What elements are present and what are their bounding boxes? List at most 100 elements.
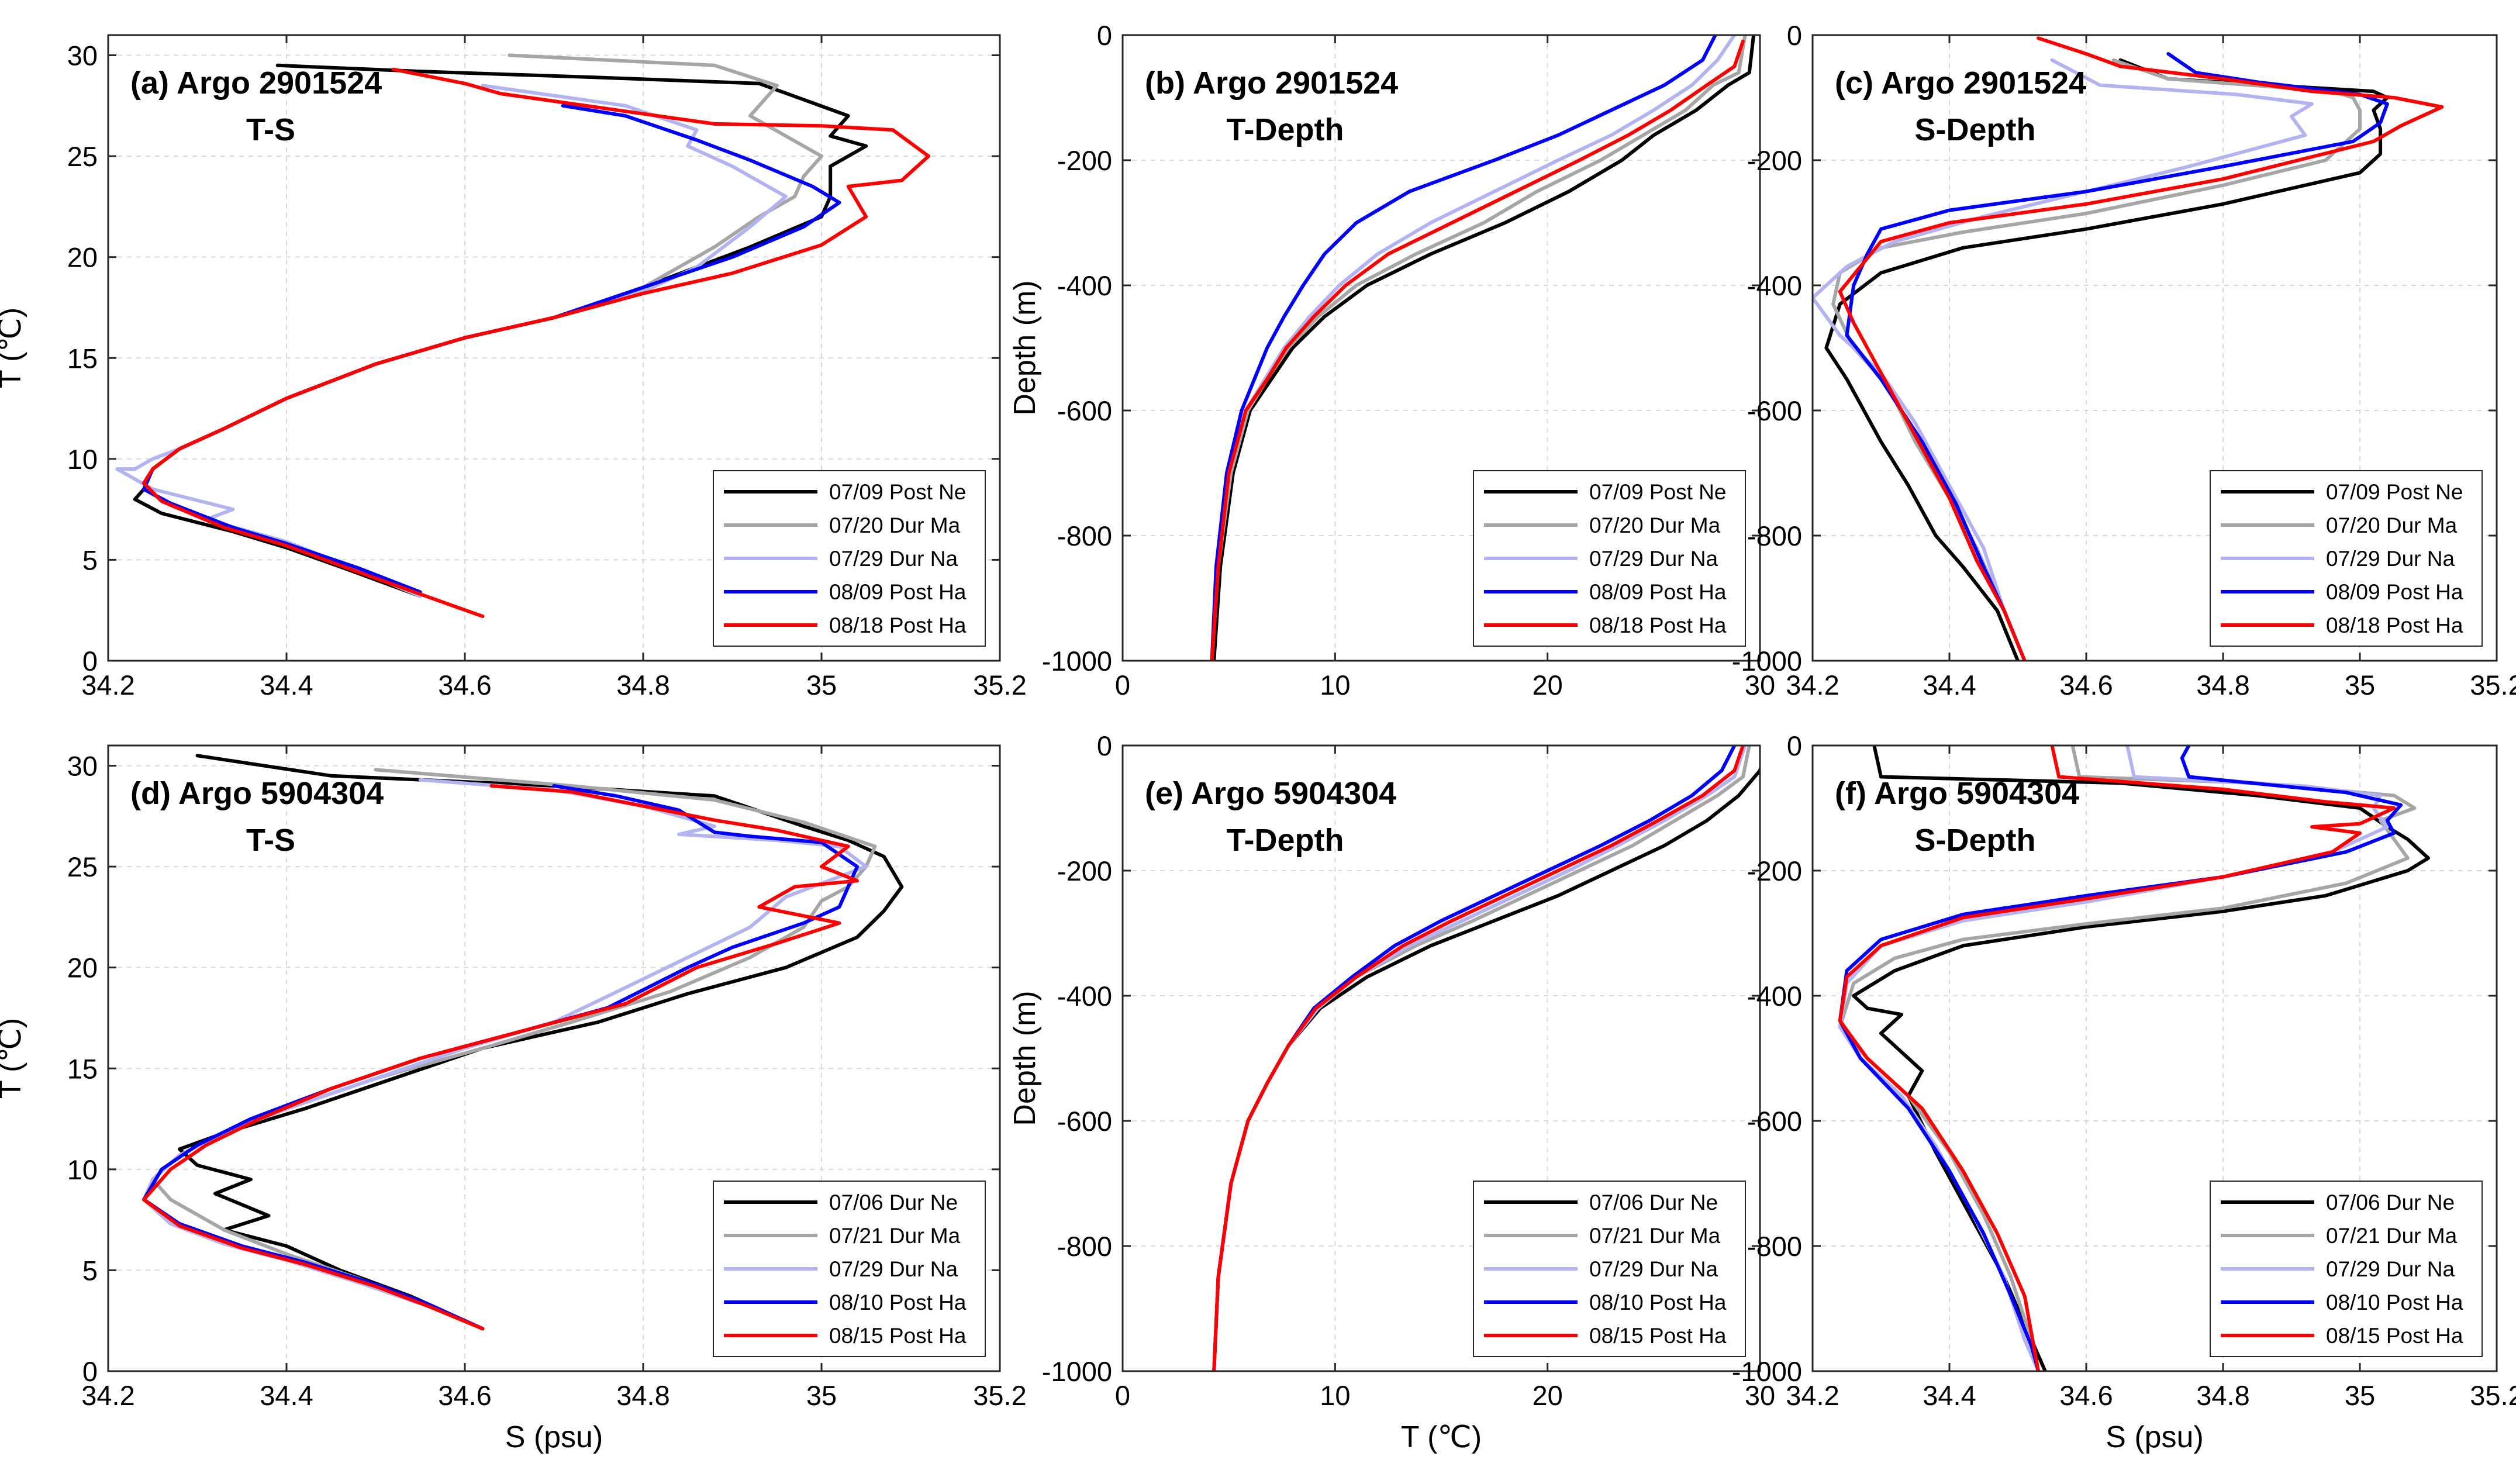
x-tick-label: 0 (1115, 669, 1130, 700)
legend-entry: 08/18 Post Ha (829, 613, 967, 637)
x-tick-label: 35.2 (973, 669, 1026, 700)
panel-subtitle: S-Depth (1915, 112, 2036, 147)
legend-entry: 07/29 Dur Na (829, 1257, 958, 1281)
x-tick-label: 34.6 (2059, 669, 2113, 700)
y-tick-label: -200 (1747, 145, 1802, 176)
y-tick-label: -600 (1747, 1106, 1802, 1137)
panel-subtitle: T-Depth (1227, 112, 1344, 147)
y-tick-label: 5 (82, 544, 98, 575)
x-tick-label: 34.6 (438, 669, 491, 700)
legend-entry: 08/09 Post Ha (829, 580, 967, 604)
panel-subtitle: T-S (246, 112, 295, 147)
y-tick-label: 0 (82, 1356, 98, 1387)
series-line-red (142, 67, 930, 619)
x-tick-label: 34.2 (81, 1380, 134, 1411)
panel-title: (a) Argo 2901524 (130, 65, 382, 101)
axes-box (107, 34, 1001, 662)
panel-subtitle: T-S (246, 823, 295, 858)
panel-title: (e) Argo 5904304 (1145, 776, 1396, 811)
legend-entry: 07/21 Dur Ma (1589, 1224, 1721, 1248)
legend-entry: 07/29 Dur Na (2326, 1257, 2455, 1281)
axes-box (1811, 34, 2498, 662)
y-tick-label: -800 (1057, 1231, 1112, 1262)
panel-e: 0 10 20 30 -1000 -800 -600 -400 -200 0 T (℃) Depth … (1008, 730, 1775, 1454)
x-tick-label: 35.2 (2470, 1380, 2516, 1411)
series-line-lightblue (1813, 58, 2314, 661)
y-tick-label: 10 (67, 1154, 98, 1185)
grid (1123, 746, 1760, 1371)
x-tick-label: 34.8 (616, 1380, 669, 1411)
panel-d: 34.2 34.4 34.6 34.8 35 35.2 0 5 10 15 20 25 30 S (psu… (0, 744, 1027, 1454)
legend: 07/09 Post Ne 07/20 Dur Ma 07/29 Dur Na 08/… (1473, 470, 1746, 647)
x-tick-label: 35 (806, 1380, 837, 1411)
x-tick-label: 30 (1745, 1380, 1775, 1411)
legend-entry: 07/20 Dur Ma (1589, 513, 1721, 537)
y-tick-label: -800 (1057, 520, 1112, 551)
series-line-blue (1210, 35, 1717, 661)
y-tick-label: -600 (1057, 395, 1112, 426)
panel-title: (f) Argo 5904304 (1835, 776, 2079, 811)
legend-entry: 07/29 Dur Na (2326, 547, 2455, 571)
legend-entry: 08/09 Post Ha (2326, 580, 2463, 604)
x-tick-label: 34.8 (616, 669, 669, 700)
y-tick-label: 0 (1097, 20, 1112, 51)
x-tick-label: 34.8 (2196, 669, 2249, 700)
y-axis-label: T (℃) (0, 1018, 27, 1099)
y-tick-label: 5 (82, 1255, 98, 1286)
legend-entry: 07/21 Dur Ma (829, 1224, 961, 1248)
x-axis-label: S (psu) (505, 1420, 603, 1454)
y-tick-label: 0 (82, 646, 98, 677)
y-tick-label: -1000 (1732, 1356, 1802, 1387)
legend-entry: 07/29 Dur Na (829, 547, 958, 571)
x-tick-label: 34.4 (1923, 1380, 1976, 1411)
x-tick-label: 34.6 (438, 1380, 491, 1411)
series-line-red (1838, 36, 2444, 661)
series-group (1212, 746, 1760, 1371)
legend-box (2210, 470, 2483, 647)
legend: 07/09 Post Ne 07/20 Dur Ma 07/29 Dur Na 08/… (713, 470, 986, 647)
x-tick-label: 34.2 (1786, 669, 1839, 700)
y-tick-label: 15 (67, 1053, 98, 1084)
y-tick-label: -600 (1747, 395, 1802, 426)
x-tick-label: 34.2 (81, 669, 134, 700)
y-tick-label: 30 (67, 751, 98, 782)
y-tick-label: -800 (1747, 1231, 1802, 1262)
x-tick-label: 35 (2345, 669, 2375, 700)
y-tick-label: 30 (67, 40, 98, 71)
legend-entry: 07/06 Dur Ne (2326, 1190, 2455, 1214)
y-tick-label: -200 (1747, 855, 1802, 886)
series-line-black (1212, 35, 1756, 661)
series-line-gray (151, 768, 877, 1331)
panel-b: 0 10 20 30 -1000 -800 -600 -400 -200 0 Depth (m) (b… (1008, 20, 1775, 700)
x-tick-label: 34.4 (260, 1380, 313, 1411)
x-tick-label: 20 (1533, 669, 1563, 700)
y-tick-label: -400 (1747, 981, 1802, 1012)
panel-subtitle: S-Depth (1915, 823, 2036, 858)
axes-box (1121, 34, 1761, 662)
y-tick-label: 0 (1097, 730, 1112, 761)
legend-entry: 08/09 Post Ha (1589, 580, 1727, 604)
x-tick-label: 35.2 (973, 1380, 1026, 1411)
series-group (1838, 746, 2430, 1371)
panel-subtitle: T-Depth (1227, 823, 1344, 858)
panel-title: (d) Argo 5904304 (130, 776, 384, 811)
y-tick-label: 0 (1787, 730, 1802, 761)
x-tick-label: 10 (1320, 1380, 1350, 1411)
y-tick-label: -600 (1057, 1106, 1112, 1137)
legend-entry: 07/20 Dur Ma (2326, 513, 2458, 537)
legend: 07/09 Post Ne 07/20 Dur Ma 07/29 Dur Na 08/… (2210, 470, 2483, 647)
x-tick-label: 0 (1115, 1380, 1130, 1411)
x-tick-label: 35.2 (2470, 669, 2516, 700)
legend: 07/06 Dur Ne 07/21 Dur Ma 07/29 Dur Na 08/1… (2210, 1181, 2483, 1357)
x-tick-label: 10 (1320, 669, 1350, 700)
x-tick-label: 34.4 (260, 669, 313, 700)
x-tick-label: 34.8 (2196, 1380, 2249, 1411)
x-tick-label: 34.4 (1923, 669, 1976, 700)
legend-entry: 07/20 Dur Ma (829, 513, 961, 537)
grid (1813, 35, 2497, 661)
legend-entry: 08/10 Post Ha (2326, 1290, 2463, 1314)
x-tick-label: 35 (2345, 1380, 2375, 1411)
axes-box (107, 744, 1001, 1372)
x-axis-label: S (psu) (2106, 1420, 2204, 1454)
series-group (142, 754, 904, 1331)
